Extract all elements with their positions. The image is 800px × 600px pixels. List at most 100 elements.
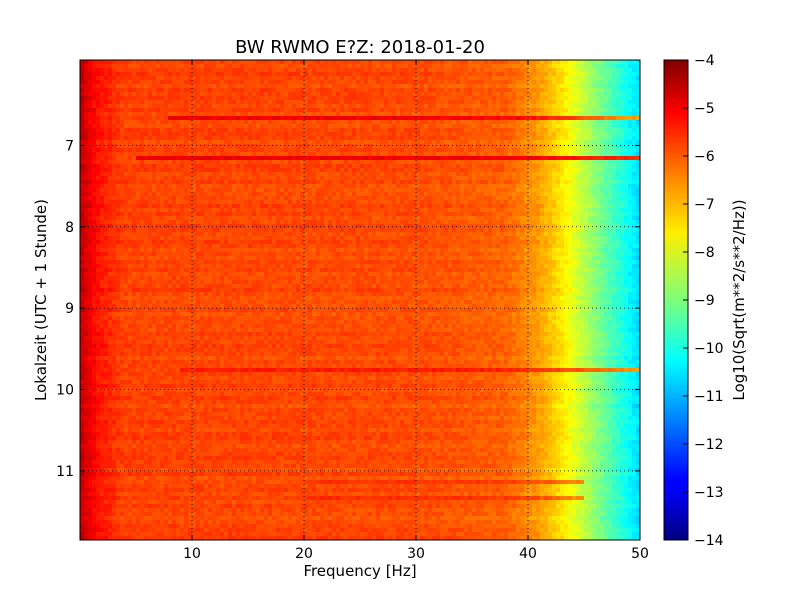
heatmap-cell: [284, 124, 289, 129]
heatmap-cell: [592, 92, 597, 97]
heatmap-cell: [384, 188, 389, 193]
heatmap-cell: [396, 84, 401, 89]
heatmap-cell: [424, 136, 429, 141]
heatmap-cell: [500, 96, 505, 101]
heatmap-cell: [520, 192, 525, 197]
heatmap-cell: [548, 68, 553, 73]
heatmap-cell: [148, 112, 153, 117]
heatmap-cell: [136, 112, 141, 117]
heatmap-cell: [484, 60, 489, 65]
heatmap-cell: [332, 96, 337, 101]
heatmap-cell: [612, 188, 617, 193]
heatmap-cell: [388, 100, 393, 105]
heatmap-cell: [360, 84, 365, 89]
heatmap-cell: [468, 116, 473, 121]
heatmap-cell: [592, 144, 597, 149]
heatmap-cell: [140, 160, 145, 165]
heatmap-cell: [96, 68, 101, 73]
heatmap-cell: [440, 144, 445, 149]
heatmap-cell: [436, 108, 441, 113]
heatmap-cell: [588, 176, 593, 181]
heatmap-cell: [356, 176, 361, 181]
heatmap-cell: [304, 160, 309, 165]
heatmap-cell: [228, 100, 233, 105]
heatmap-cell: [364, 156, 369, 161]
heatmap-cell: [472, 116, 477, 121]
heatmap-cell: [352, 60, 357, 65]
heatmap-cell: [500, 192, 505, 197]
heatmap-cell: [248, 64, 253, 69]
heatmap-cell: [88, 120, 93, 125]
heatmap-cell: [180, 136, 185, 141]
heatmap-cell: [460, 200, 465, 205]
heatmap-cell: [196, 72, 201, 77]
heatmap-cell: [96, 144, 101, 149]
heatmap-cell: [444, 92, 449, 97]
heatmap-cell: [104, 60, 109, 65]
heatmap-cell: [92, 152, 97, 157]
heatmap-cell: [440, 80, 445, 85]
heatmap-cell: [532, 92, 537, 97]
heatmap-cell: [480, 108, 485, 113]
heatmap-cell: [596, 68, 601, 73]
heatmap-cell: [316, 72, 321, 77]
heatmap-cell: [380, 104, 385, 109]
heatmap-cell: [400, 60, 405, 65]
heatmap-cell: [244, 132, 249, 137]
heatmap-cell: [580, 164, 585, 169]
heatmap-cell: [596, 104, 601, 109]
heatmap-cell: [176, 76, 181, 81]
heatmap-cell: [580, 124, 585, 129]
heatmap-cell: [368, 84, 373, 89]
heatmap-cell: [288, 188, 293, 193]
heatmap-cell: [104, 76, 109, 81]
heatmap-cell: [172, 152, 177, 157]
heatmap-cell: [376, 116, 381, 121]
heatmap-cell: [580, 80, 585, 85]
heatmap-cell: [200, 72, 205, 77]
heatmap-cell: [484, 100, 489, 105]
heatmap-cell: [396, 64, 401, 69]
heatmap-cell: [364, 132, 369, 137]
heatmap-cell: [268, 136, 273, 141]
heatmap-cell: [580, 148, 585, 153]
heatmap-cell: [476, 108, 481, 113]
heatmap-cell: [376, 68, 381, 73]
heatmap-cell: [632, 164, 637, 169]
heatmap-cell: [568, 76, 573, 81]
heatmap-cell: [108, 124, 113, 129]
heatmap-cell: [344, 108, 349, 113]
heatmap-cell: [136, 116, 141, 121]
heatmap-cell: [116, 88, 121, 93]
heatmap-cell: [620, 108, 625, 113]
heatmap-cell: [540, 124, 545, 129]
heatmap-cell: [220, 196, 225, 201]
heatmap-cell: [536, 156, 541, 161]
heatmap-cell: [548, 108, 553, 113]
heatmap-cell: [296, 172, 301, 177]
heatmap-cell: [384, 96, 389, 101]
heatmap-cell: [232, 124, 237, 129]
heatmap-cell: [588, 128, 593, 133]
heatmap-cell: [600, 124, 605, 129]
heatmap-cell: [548, 64, 553, 69]
heatmap-cell: [100, 108, 105, 113]
heatmap-cell: [352, 172, 357, 177]
heatmap-cell: [496, 140, 501, 145]
heatmap-cell: [108, 88, 113, 93]
heatmap-cell: [368, 148, 373, 153]
heatmap-cell: [556, 124, 561, 129]
heatmap-cell: [576, 160, 581, 165]
heatmap-cell: [496, 120, 501, 125]
heatmap-cell: [480, 120, 485, 125]
heatmap-cell: [596, 180, 601, 185]
heatmap-cell: [368, 100, 373, 105]
heatmap-cell: [528, 160, 533, 165]
heatmap-cell: [84, 84, 89, 89]
heatmap-cell: [316, 164, 321, 169]
heatmap-cell: [436, 180, 441, 185]
heatmap-cell: [316, 140, 321, 145]
heatmap-cell: [480, 116, 485, 121]
heatmap-cell: [520, 72, 525, 77]
heatmap-cell: [276, 136, 281, 141]
